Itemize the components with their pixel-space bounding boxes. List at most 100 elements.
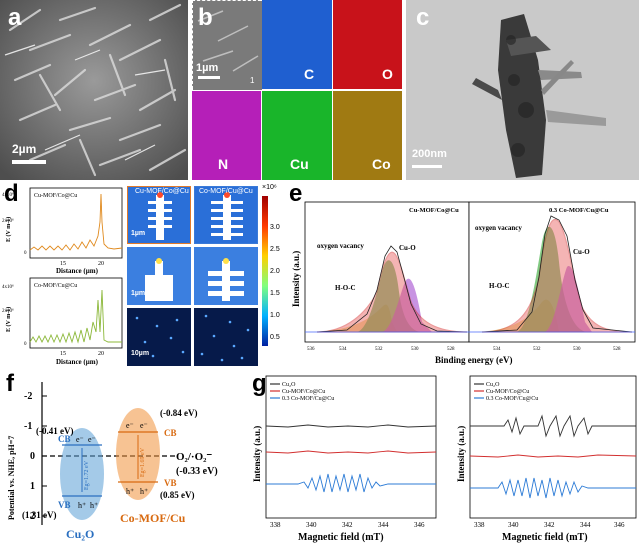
xps-right-peak-cuo: Cu-O bbox=[573, 248, 590, 256]
comof-vb-value: (0.85 eV) bbox=[160, 490, 195, 500]
xps-left-xtick-1: 534 bbox=[339, 347, 347, 352]
comof-cb-label: CB bbox=[164, 428, 177, 438]
epr-right-legend-1: Cu-MOF/Co@Cu bbox=[486, 389, 529, 395]
colorbar-tick-1: 2.5 bbox=[270, 246, 280, 253]
band-ytick-2: 0 bbox=[30, 451, 35, 462]
epr-right-xtick-1: 340 bbox=[508, 521, 519, 529]
eds-label-n: N bbox=[218, 156, 229, 172]
comof-cb-value: (-0.84 eV) bbox=[160, 408, 198, 418]
panel-b-scale-bar bbox=[198, 76, 220, 79]
epr-left-ylabel: Intensity (a.u.) bbox=[252, 426, 262, 482]
tem-texture bbox=[406, 0, 639, 180]
band-ylabel: Potential vs. NHE, pH=7 bbox=[7, 436, 16, 520]
xps-left-peak-cuo: Cu-O bbox=[399, 244, 416, 252]
epr-left-xtick-4: 346 bbox=[414, 521, 425, 529]
panel-b-eds-maps: b 1µm 1 C O N Cu Co bbox=[192, 0, 402, 180]
plot2-ytick-2: 0 bbox=[24, 342, 27, 347]
eds-tile-n bbox=[192, 91, 261, 180]
colorbar-tick-4: 1.0 bbox=[270, 312, 280, 319]
xps-right-xtick-2: 530 bbox=[573, 347, 581, 352]
xps-ylabel: Intensity (a.u.) bbox=[291, 251, 301, 307]
panel-f-band-diagram: f -2 -1 0 1 2 Potential vs. NHE, pH=7 Eg… bbox=[0, 370, 244, 547]
comof-hole: h⁺ bbox=[126, 487, 134, 496]
plot1-ytick-2: 0 bbox=[24, 251, 27, 256]
plot2-title: Co-MOF/Cu@Cu bbox=[34, 283, 77, 289]
epr-right-xtick-3: 344 bbox=[580, 521, 591, 529]
xps-right-peak-ov: oxygen vacancy bbox=[475, 224, 522, 232]
cu2o-vb-label: VB bbox=[58, 500, 71, 510]
xps-right-xtick-3: 528 bbox=[613, 347, 621, 352]
xps-right-peak-hoc: H-O-C bbox=[489, 282, 510, 290]
sim-scale-2: 1µm bbox=[131, 290, 146, 297]
epr-right-xtick-0: 338 bbox=[474, 521, 485, 529]
epr-left-legend-0: Cu₂O bbox=[282, 382, 296, 388]
xps-right-title: 0.3 Co-MOF/Cu@Cu bbox=[549, 207, 609, 214]
panel-c-scale-bar bbox=[412, 165, 442, 168]
epr-left-xtick-1: 340 bbox=[306, 521, 317, 529]
epr-left-legend-2: 0.3 Co-MOF/Cu@Cu bbox=[282, 396, 334, 402]
xps-left-peak-ov: oxygen vacancy bbox=[317, 242, 364, 250]
epr-left-xtick-2: 342 bbox=[342, 521, 353, 529]
eds-label-cu: Cu bbox=[290, 156, 309, 172]
colorbar-tick-5: 0.5 bbox=[270, 334, 280, 341]
xps-left-xtick-3: 530 bbox=[411, 347, 419, 352]
comof-hole-2: h⁺ bbox=[140, 487, 148, 496]
panel-a-scale-label: 2µm bbox=[12, 142, 37, 156]
panel-e-xps: e Cu-MOF/Co@Cu oxygen vacancy H-O-C Cu-O… bbox=[287, 182, 639, 368]
epr-right-xtick-2: 342 bbox=[544, 521, 555, 529]
band-ytick-4: 2 bbox=[30, 511, 35, 522]
eds-tile-sem bbox=[192, 0, 262, 90]
eds-tile-o bbox=[333, 0, 402, 89]
sim-scale-3: 10µm bbox=[131, 350, 150, 357]
xps-left-peak-hoc: H-O-C bbox=[335, 284, 356, 292]
panel-c-tem-image: c 200nm bbox=[406, 0, 639, 180]
cu2o-electron-2: e⁻ bbox=[88, 435, 96, 444]
eds-tile-co bbox=[333, 91, 402, 180]
panel-b-scale-label: 1µm bbox=[196, 62, 219, 74]
eds-sem-texture bbox=[193, 1, 262, 90]
cu2o-name: Cu₂O bbox=[66, 527, 94, 541]
sim-grid: Cu-MOF/Co@Cu Co-MOF/Cu@Cu 1µm 1µm 10µm bbox=[127, 186, 260, 366]
panel-g-epr: g Cu₂O Cu-MOF/Co@Cu 0.3 Co-MOF/Cu@Cu 338… bbox=[248, 370, 639, 547]
epr-left-xlabel: Magnetic field (mT) bbox=[298, 532, 384, 543]
panel-a-sem-image: a 2µm bbox=[0, 0, 188, 180]
panel-b-label: b bbox=[198, 4, 213, 31]
epr-right-xtick-4: 346 bbox=[614, 521, 625, 529]
cu2o-hole-2: h⁺ bbox=[90, 501, 98, 510]
xps-left-xtick-0: 536 bbox=[307, 347, 315, 352]
eds-tile-cu bbox=[262, 91, 332, 180]
sim-title-1: Cu-MOF/Co@Cu bbox=[135, 188, 189, 195]
xps-right-xtick-1: 532 bbox=[533, 347, 541, 352]
plot1-xtick-1: 20 bbox=[98, 261, 104, 267]
plot1-title: Cu-MOF/Co@Cu bbox=[34, 193, 77, 199]
colorbar-exponent: ×10⁶ bbox=[262, 184, 277, 191]
plot2-ytick-1: 2x10⁶ bbox=[2, 308, 14, 314]
plot2-xlabel: Distance (µm) bbox=[56, 358, 99, 366]
sim-tile-6 bbox=[194, 308, 258, 366]
xps-xlabel: Binding energy (eV) bbox=[435, 355, 513, 365]
panel-f-label: f bbox=[6, 370, 14, 397]
band-ytick-0: -2 bbox=[24, 391, 32, 402]
plot1-xlabel: Distance (µm) bbox=[56, 267, 99, 275]
eds-label-o: O bbox=[382, 66, 393, 82]
xps-left-title: Cu-MOF/Co@Cu bbox=[409, 207, 459, 214]
band-diagram: -2 -1 0 1 2 Potential vs. NHE, pH=7 Eg=1… bbox=[7, 382, 218, 541]
band-ytick-1: -1 bbox=[24, 421, 32, 432]
xps-left-xtick-4: 528 bbox=[447, 347, 455, 352]
plot1-ytick-0: 4x10⁶ bbox=[2, 192, 14, 198]
comof-electron-2: e⁻ bbox=[140, 421, 148, 430]
cu2o-electron: e⁻ bbox=[76, 435, 84, 444]
sim-tile-5 bbox=[127, 308, 191, 366]
sim-tile-1 bbox=[127, 186, 191, 244]
eds-label-co: Co bbox=[372, 156, 391, 172]
comof-electron: e⁻ bbox=[126, 421, 134, 430]
sim-title-2: Co-MOF/Cu@Cu bbox=[199, 188, 253, 195]
cu2o-vb-value: (1.31 eV) bbox=[22, 510, 57, 520]
comof-eg: Eg=1.69 eV bbox=[140, 447, 146, 477]
plot1-xtick-0: 15 bbox=[60, 261, 66, 267]
colorbar-tick-3: 1.5 bbox=[270, 290, 280, 297]
epr-right-ylabel: Intensity (a.u.) bbox=[456, 426, 466, 482]
panel-c-scale-label: 200nm bbox=[412, 148, 447, 160]
cu2o-hole: h⁺ bbox=[78, 501, 86, 510]
plot2-xtick-1: 20 bbox=[98, 351, 104, 357]
